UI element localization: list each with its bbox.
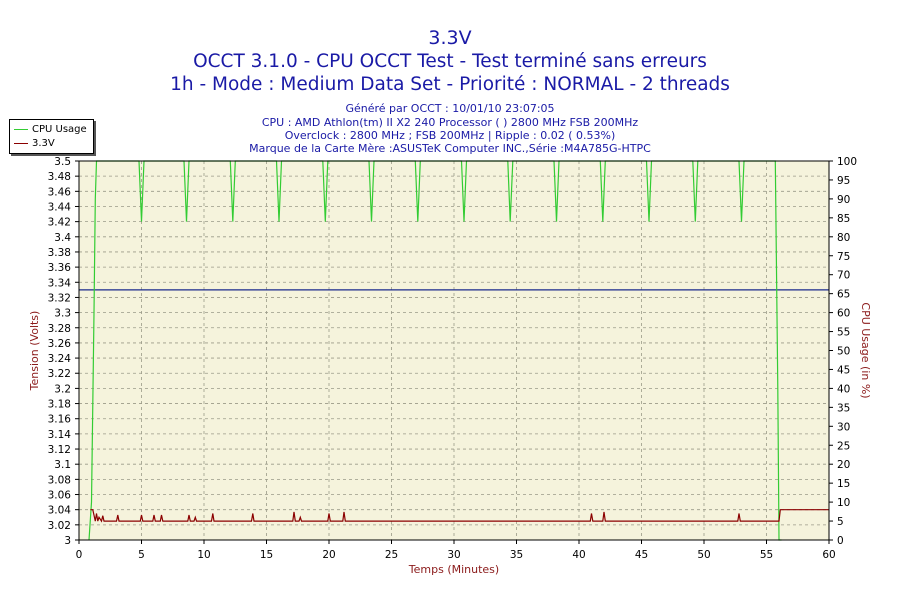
y-right-tick-label: 65 — [837, 289, 850, 301]
y-left-tick-label: 3.16 — [48, 414, 72, 426]
y-left-tick-label: 3.12 — [48, 444, 71, 456]
y-left-tick-label: 3.22 — [48, 368, 71, 380]
info-overclock: Overclock : 2800 MHz ; FSB 200MHz | Ripp… — [284, 129, 616, 142]
y-right-tick-label: 10 — [837, 497, 850, 509]
x-tick-label: 0 — [76, 549, 83, 561]
y-left-tick-label: 3.14 — [48, 429, 72, 441]
y-left-tick-label: 3.36 — [48, 262, 72, 274]
y-left-tick-label: 3.08 — [48, 474, 71, 486]
legend-swatch-3-3v — [14, 142, 28, 144]
chart-legend: CPU Usage 3.3V — [9, 119, 94, 154]
x-tick-label: 35 — [510, 549, 523, 561]
chart-title: 3.3V — [428, 27, 472, 49]
y-right-tick-label: 55 — [837, 327, 850, 339]
y-left-tick-label: 3.4 — [54, 232, 71, 244]
y-left-tick-label: 3.28 — [48, 323, 71, 335]
info-generated: Généré par OCCT : 10/01/10 23:07:05 — [345, 102, 555, 115]
legend-item-cpu-usage: CPU Usage — [14, 123, 87, 136]
chart-subtitle-mode: 1h - Mode : Medium Data Set - Priorité :… — [170, 74, 730, 95]
legend-swatch-cpu-usage — [14, 128, 28, 130]
x-tick-label: 30 — [447, 549, 460, 561]
y-right-tick-label: 20 — [837, 459, 850, 471]
y-right-tick-label: 80 — [837, 232, 850, 244]
x-tick-label: 45 — [635, 549, 648, 561]
x-tick-label: 40 — [572, 549, 585, 561]
legend-label-cpu-usage: CPU Usage — [32, 124, 87, 135]
y-left-tick-label: 3.46 — [48, 186, 72, 198]
y-left-tick-label: 3.06 — [48, 490, 72, 502]
y-left-tick-label: 3.26 — [48, 338, 72, 350]
y-right-tick-label: 40 — [837, 383, 850, 395]
y-right-tick-label: 45 — [837, 364, 850, 376]
y-right-tick-label: 25 — [837, 440, 850, 452]
y-left-tick-label: 3.38 — [48, 247, 71, 259]
x-tick-label: 15 — [260, 549, 273, 561]
y-left-axis-label: Tension (Volts) — [28, 311, 41, 392]
chart-subtitle-test: OCCT 3.1.0 - CPU OCCT Test - Test termin… — [193, 51, 707, 72]
y-left-tick-label: 3.24 — [48, 353, 72, 365]
y-left-tick-label: 3.5 — [54, 156, 71, 168]
y-left-tick-label: 3.44 — [48, 201, 72, 213]
info-motherboard: Marque de la Carte Mère :ASUSTeK Compute… — [249, 142, 651, 155]
info-cpu: CPU : AMD Athlon(tm) II X2 240 Processor… — [261, 116, 639, 129]
y-right-tick-label: 75 — [837, 251, 850, 263]
y-left-tick-label: 3.34 — [48, 277, 72, 289]
y-right-tick-label: 85 — [837, 213, 850, 225]
y-left-tick-label: 3.2 — [54, 383, 71, 395]
y-right-tick-label: 50 — [837, 346, 850, 358]
y-left-tick-label: 3.1 — [54, 459, 71, 471]
series-line-3-3v — [90, 509, 829, 523]
y-right-tick-label: 95 — [837, 175, 850, 187]
x-tick-label: 50 — [697, 549, 710, 561]
x-tick-label: 10 — [197, 549, 210, 561]
plot-area — [79, 161, 829, 540]
y-right-axis-label: CPU Usage (in %) — [859, 302, 872, 398]
x-tick-label: 60 — [822, 549, 835, 561]
y-left-tick-label: 3.18 — [48, 399, 71, 411]
legend-label-3-3v: 3.3V — [32, 138, 55, 149]
y-right-tick-label: 60 — [837, 308, 850, 320]
y-right-tick-label: 5 — [837, 516, 844, 528]
y-right-tick-label: 30 — [837, 421, 850, 433]
y-left-tick-label: 3 — [64, 535, 71, 547]
y-right-tick-label: 35 — [837, 402, 850, 414]
y-left-tick-label: 3.32 — [48, 292, 71, 304]
y-left-tick-label: 3.42 — [48, 217, 71, 229]
y-right-tick-label: 90 — [837, 194, 850, 206]
y-right-tick-label: 0 — [837, 535, 844, 547]
x-tick-label: 55 — [760, 549, 773, 561]
y-right-tick-label: 15 — [837, 478, 850, 490]
y-right-tick-label: 100 — [837, 156, 857, 168]
y-left-tick-label: 3.04 — [48, 505, 72, 517]
x-axis-label: Temps (Minutes) — [408, 563, 499, 576]
y-left-tick-label: 3.48 — [48, 171, 71, 183]
x-tick-label: 5 — [138, 549, 145, 561]
y-left-tick-label: 3.02 — [48, 520, 71, 532]
legend-item-3-3v: 3.3V — [14, 137, 55, 150]
y-right-tick-label: 70 — [837, 270, 850, 282]
plot-border — [78, 160, 830, 541]
y-left-tick-label: 3.3 — [54, 308, 71, 320]
x-tick-label: 20 — [322, 549, 335, 561]
x-tick-label: 25 — [385, 549, 398, 561]
